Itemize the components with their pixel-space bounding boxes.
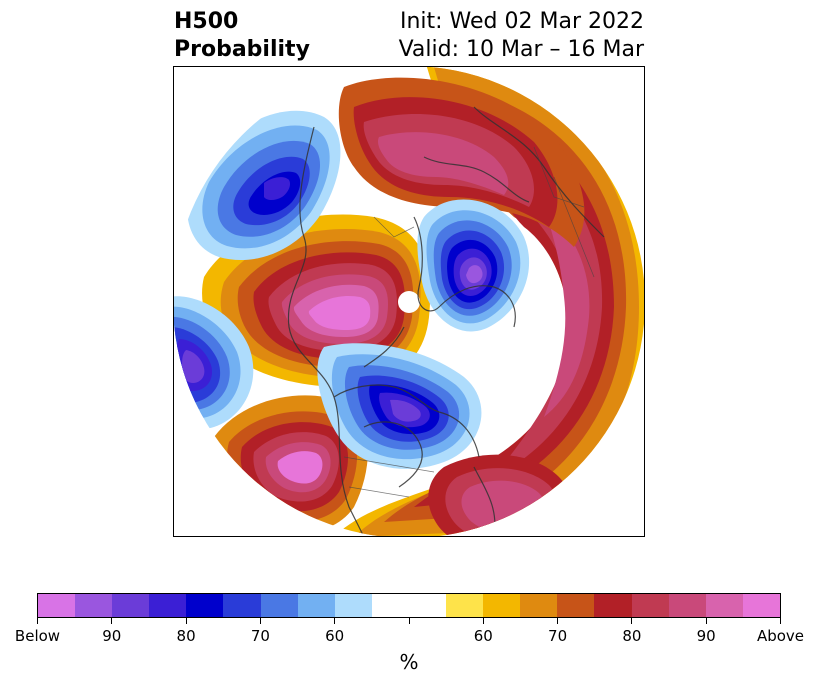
colorbar-cell: [483, 594, 521, 617]
colorbar-tick: [705, 618, 707, 624]
title-variable: H500: [174, 9, 239, 34]
colorbar-cell: [334, 594, 372, 617]
colorbar-tick: [631, 618, 633, 624]
above-lobe-southwest: [210, 395, 368, 534]
colorbar-cell: [446, 594, 484, 617]
colorbar-tick-label: Below: [14, 627, 61, 645]
borders: [343, 146, 595, 498]
colorbar-tick-label: 90: [696, 627, 716, 645]
colorbar-tick-label: Above: [756, 627, 805, 645]
colorbar-tick-label: 60: [473, 627, 493, 645]
title-left: H500 Probability: [174, 8, 310, 64]
init-date: Init: Wed 02 Mar 2022: [399, 9, 644, 34]
colorbar-cell: [631, 594, 669, 617]
colorbar-cell: [260, 594, 298, 617]
map-frame: [173, 66, 645, 537]
colorbar-tick-label: 70: [548, 627, 568, 645]
polar-map: [174, 67, 644, 536]
pole-blank: [398, 291, 420, 313]
valid-range: Valid: 10 Mar – 16 Mar: [398, 37, 644, 62]
title-right: Init: Wed 02 Mar 2022 Valid: 10 Mar – 16…: [399, 8, 644, 64]
colorbar-unit-label: %: [399, 650, 419, 674]
colorbar-tick: [408, 618, 410, 624]
colorbar-cell: [408, 594, 447, 617]
colorbar-tick: [780, 618, 781, 624]
above-lobe-north: [338, 77, 585, 248]
colorbar-tick: [37, 618, 38, 624]
below-trough-hudson: [317, 343, 482, 469]
colorbar-tick-label: 80: [176, 627, 196, 645]
colorbar-cell: [149, 594, 187, 617]
colorbar-tick-label: 90: [102, 627, 122, 645]
colorbar-cell: [38, 594, 76, 617]
colorbar-tick: [259, 618, 261, 624]
colorbar: [37, 593, 781, 618]
colorbar-tick: [557, 618, 559, 624]
colorbar-cell: [557, 594, 595, 617]
colorbar-cell: [742, 594, 780, 617]
below-trough-greenland: [417, 199, 530, 332]
colorbar-cell: [75, 594, 113, 617]
colorbar-tick: [185, 618, 187, 624]
colorbar-cell: [705, 594, 743, 617]
colorbar-tick-label: 70: [250, 627, 270, 645]
colorbar-tick-label: 60: [325, 627, 345, 645]
colorbar-tick: [334, 618, 336, 624]
colorbar-cell: [520, 594, 558, 617]
colorbar-cell: [186, 594, 224, 617]
colorbar-cell: [668, 594, 706, 617]
colorbar-cell: [112, 594, 150, 617]
colorbar-cell: [223, 594, 261, 617]
title-quantity: Probability: [174, 37, 310, 62]
colorbar-cell: [297, 594, 335, 617]
colorbar-cell: [371, 594, 409, 617]
colorbar-tick-label: 80: [622, 627, 642, 645]
colorbar-cell: [594, 594, 632, 617]
colorbar-tick: [111, 618, 113, 624]
colorbar-tick: [482, 618, 484, 624]
